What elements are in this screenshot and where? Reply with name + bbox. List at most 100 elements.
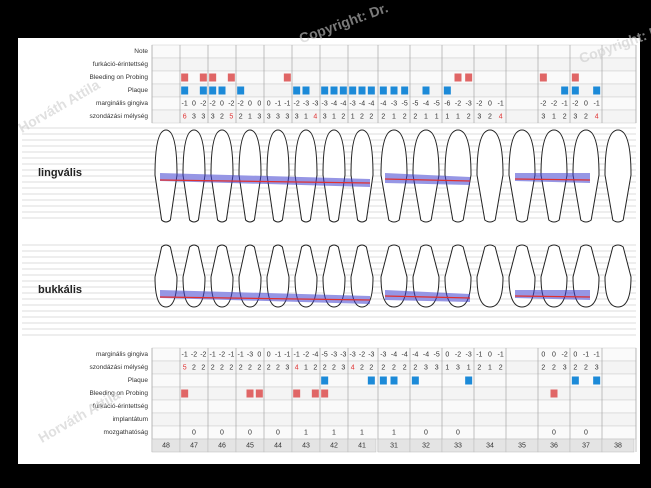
cell-value: -4	[368, 100, 374, 107]
cell-value: -1	[594, 351, 600, 358]
cell-value: 3	[276, 113, 280, 120]
plaque	[444, 87, 451, 95]
cell-value: 2	[413, 113, 417, 120]
tooth-number: 44	[274, 442, 282, 449]
cell-value: 3	[285, 113, 289, 120]
cell-value: 2	[552, 364, 556, 371]
cell-value: -4	[312, 351, 318, 358]
row-label: furkáció-érintettség	[93, 61, 149, 68]
cell-value: 3	[192, 113, 196, 120]
bleeding	[540, 74, 547, 82]
plaque	[321, 87, 328, 95]
cell-value: 3	[267, 113, 271, 120]
tooth-number: 35	[518, 442, 526, 449]
cell-value: 3	[435, 364, 439, 371]
cell-value: 4	[499, 113, 503, 120]
plaque	[181, 87, 188, 95]
cell-value: -2	[228, 100, 234, 107]
cell-value: -1	[228, 351, 234, 358]
cell-value: -4	[359, 100, 365, 107]
cell-value: -3	[340, 351, 346, 358]
cell-value: 0	[257, 351, 261, 358]
plaque	[561, 87, 568, 95]
cell-value: 2	[229, 364, 233, 371]
bleeding	[293, 390, 300, 398]
mobility-value: 1	[392, 429, 396, 436]
plaque	[412, 377, 419, 385]
cell-value: -3	[466, 351, 472, 358]
bleeding	[455, 74, 462, 82]
cell-value: -5	[402, 100, 408, 107]
bleeding	[312, 390, 319, 398]
plaque	[593, 87, 600, 95]
cell-value: 0	[220, 100, 224, 107]
plaque	[391, 87, 398, 95]
row-label: implantátum	[113, 416, 148, 423]
cell-value: -4	[402, 351, 408, 358]
cell-value: -2	[200, 100, 206, 107]
tooth-number: 41	[358, 442, 366, 449]
cell-value: -5	[434, 100, 440, 107]
cell-value: 3	[573, 113, 577, 120]
tooth-number: 47	[190, 442, 198, 449]
cell-value: 0	[488, 100, 492, 107]
mobility-value: 0	[552, 429, 556, 436]
cell-value: 3	[541, 113, 545, 120]
plaque	[349, 87, 356, 95]
cell-value: -2	[551, 100, 557, 107]
cell-value: 0	[573, 351, 577, 358]
tooth-number: 34	[486, 442, 494, 449]
tooth-number: 33	[454, 442, 462, 449]
plaque	[380, 377, 387, 385]
cell-value: -2	[476, 100, 482, 107]
cell-value: -4	[423, 351, 429, 358]
cell-value: 5	[183, 364, 187, 371]
cell-value: 0	[267, 351, 271, 358]
cell-value: -2	[303, 351, 309, 358]
bleeding	[181, 74, 188, 82]
cell-value: 1	[424, 113, 428, 120]
cell-value: 0	[541, 351, 545, 358]
row-bg	[152, 71, 636, 84]
cell-value: -3	[331, 351, 337, 358]
bleeding	[465, 74, 472, 82]
cell-value: 4	[351, 364, 355, 371]
mobility-value: 0	[192, 429, 196, 436]
cell-value: -2	[572, 100, 578, 107]
cell-value: 2	[220, 113, 224, 120]
cell-value: 4	[295, 364, 299, 371]
bleeding	[551, 390, 558, 398]
cell-value: 0	[248, 100, 252, 107]
cell-value: 3	[477, 113, 481, 120]
cell-value: 3	[456, 364, 460, 371]
cell-value: 1	[248, 113, 252, 120]
cell-value: 0	[257, 100, 261, 107]
plaque	[200, 87, 207, 95]
cell-value: 2	[563, 113, 567, 120]
cell-value: 1	[488, 364, 492, 371]
row-label: marginális gingiva	[96, 100, 148, 107]
cell-value: -3	[391, 100, 397, 107]
cell-value: 2	[477, 364, 481, 371]
cell-value: 4	[313, 113, 317, 120]
cell-value: 2	[360, 364, 364, 371]
cell-value: -2	[219, 351, 225, 358]
cell-value: 2	[211, 364, 215, 371]
cell-value: -1	[238, 351, 244, 358]
cell-value: -1	[583, 351, 589, 358]
section-label: lingvális	[38, 167, 82, 179]
tooth-number: 31	[390, 442, 398, 449]
cell-value: 2	[392, 364, 396, 371]
cell-value: -1	[476, 351, 482, 358]
row-label: Note	[134, 48, 148, 55]
cell-value: -3	[350, 351, 356, 358]
plaque	[391, 377, 398, 385]
cell-value: 1	[351, 113, 355, 120]
cell-value: -2	[562, 351, 568, 358]
mobility-value: 0	[220, 429, 224, 436]
page: {"top_rows":["Note","furkáció-érintettsé…	[0, 0, 651, 488]
cell-value: 2	[220, 364, 224, 371]
cell-value: -1	[275, 100, 281, 107]
cell-value: -3	[247, 351, 253, 358]
cell-value: 1	[445, 113, 449, 120]
